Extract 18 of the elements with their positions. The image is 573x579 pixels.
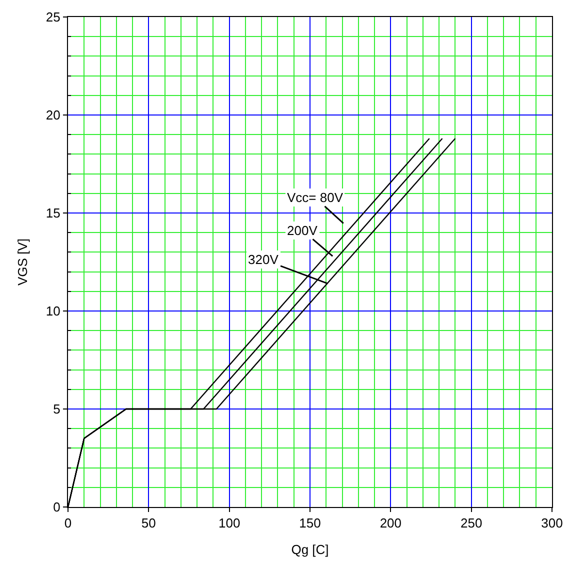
x-tick-label: 50	[141, 516, 156, 531]
y-tick-label: 25	[46, 10, 60, 25]
y-tick-label: 15	[46, 206, 60, 221]
x-tick-label: 0	[64, 516, 72, 531]
x-tick-label: 300	[541, 516, 563, 531]
x-tick-label: 150	[299, 516, 321, 531]
x-tick-label: 100	[218, 516, 240, 531]
x-tick-label: 250	[460, 516, 482, 531]
y-tick-label: 0	[53, 500, 60, 515]
x-axis-title: Qg [C]	[291, 542, 329, 558]
y-tick-label: 10	[46, 304, 60, 319]
annotation: Vcc= 80V	[287, 190, 344, 205]
y-tick-label: 20	[46, 108, 60, 123]
annotation: 200V	[287, 223, 318, 238]
annotation: 320V	[248, 252, 279, 267]
y-axis-title: VGS [V]	[14, 238, 30, 286]
y-tick-label: 5	[53, 402, 60, 417]
x-tick-label: 200	[380, 516, 402, 531]
